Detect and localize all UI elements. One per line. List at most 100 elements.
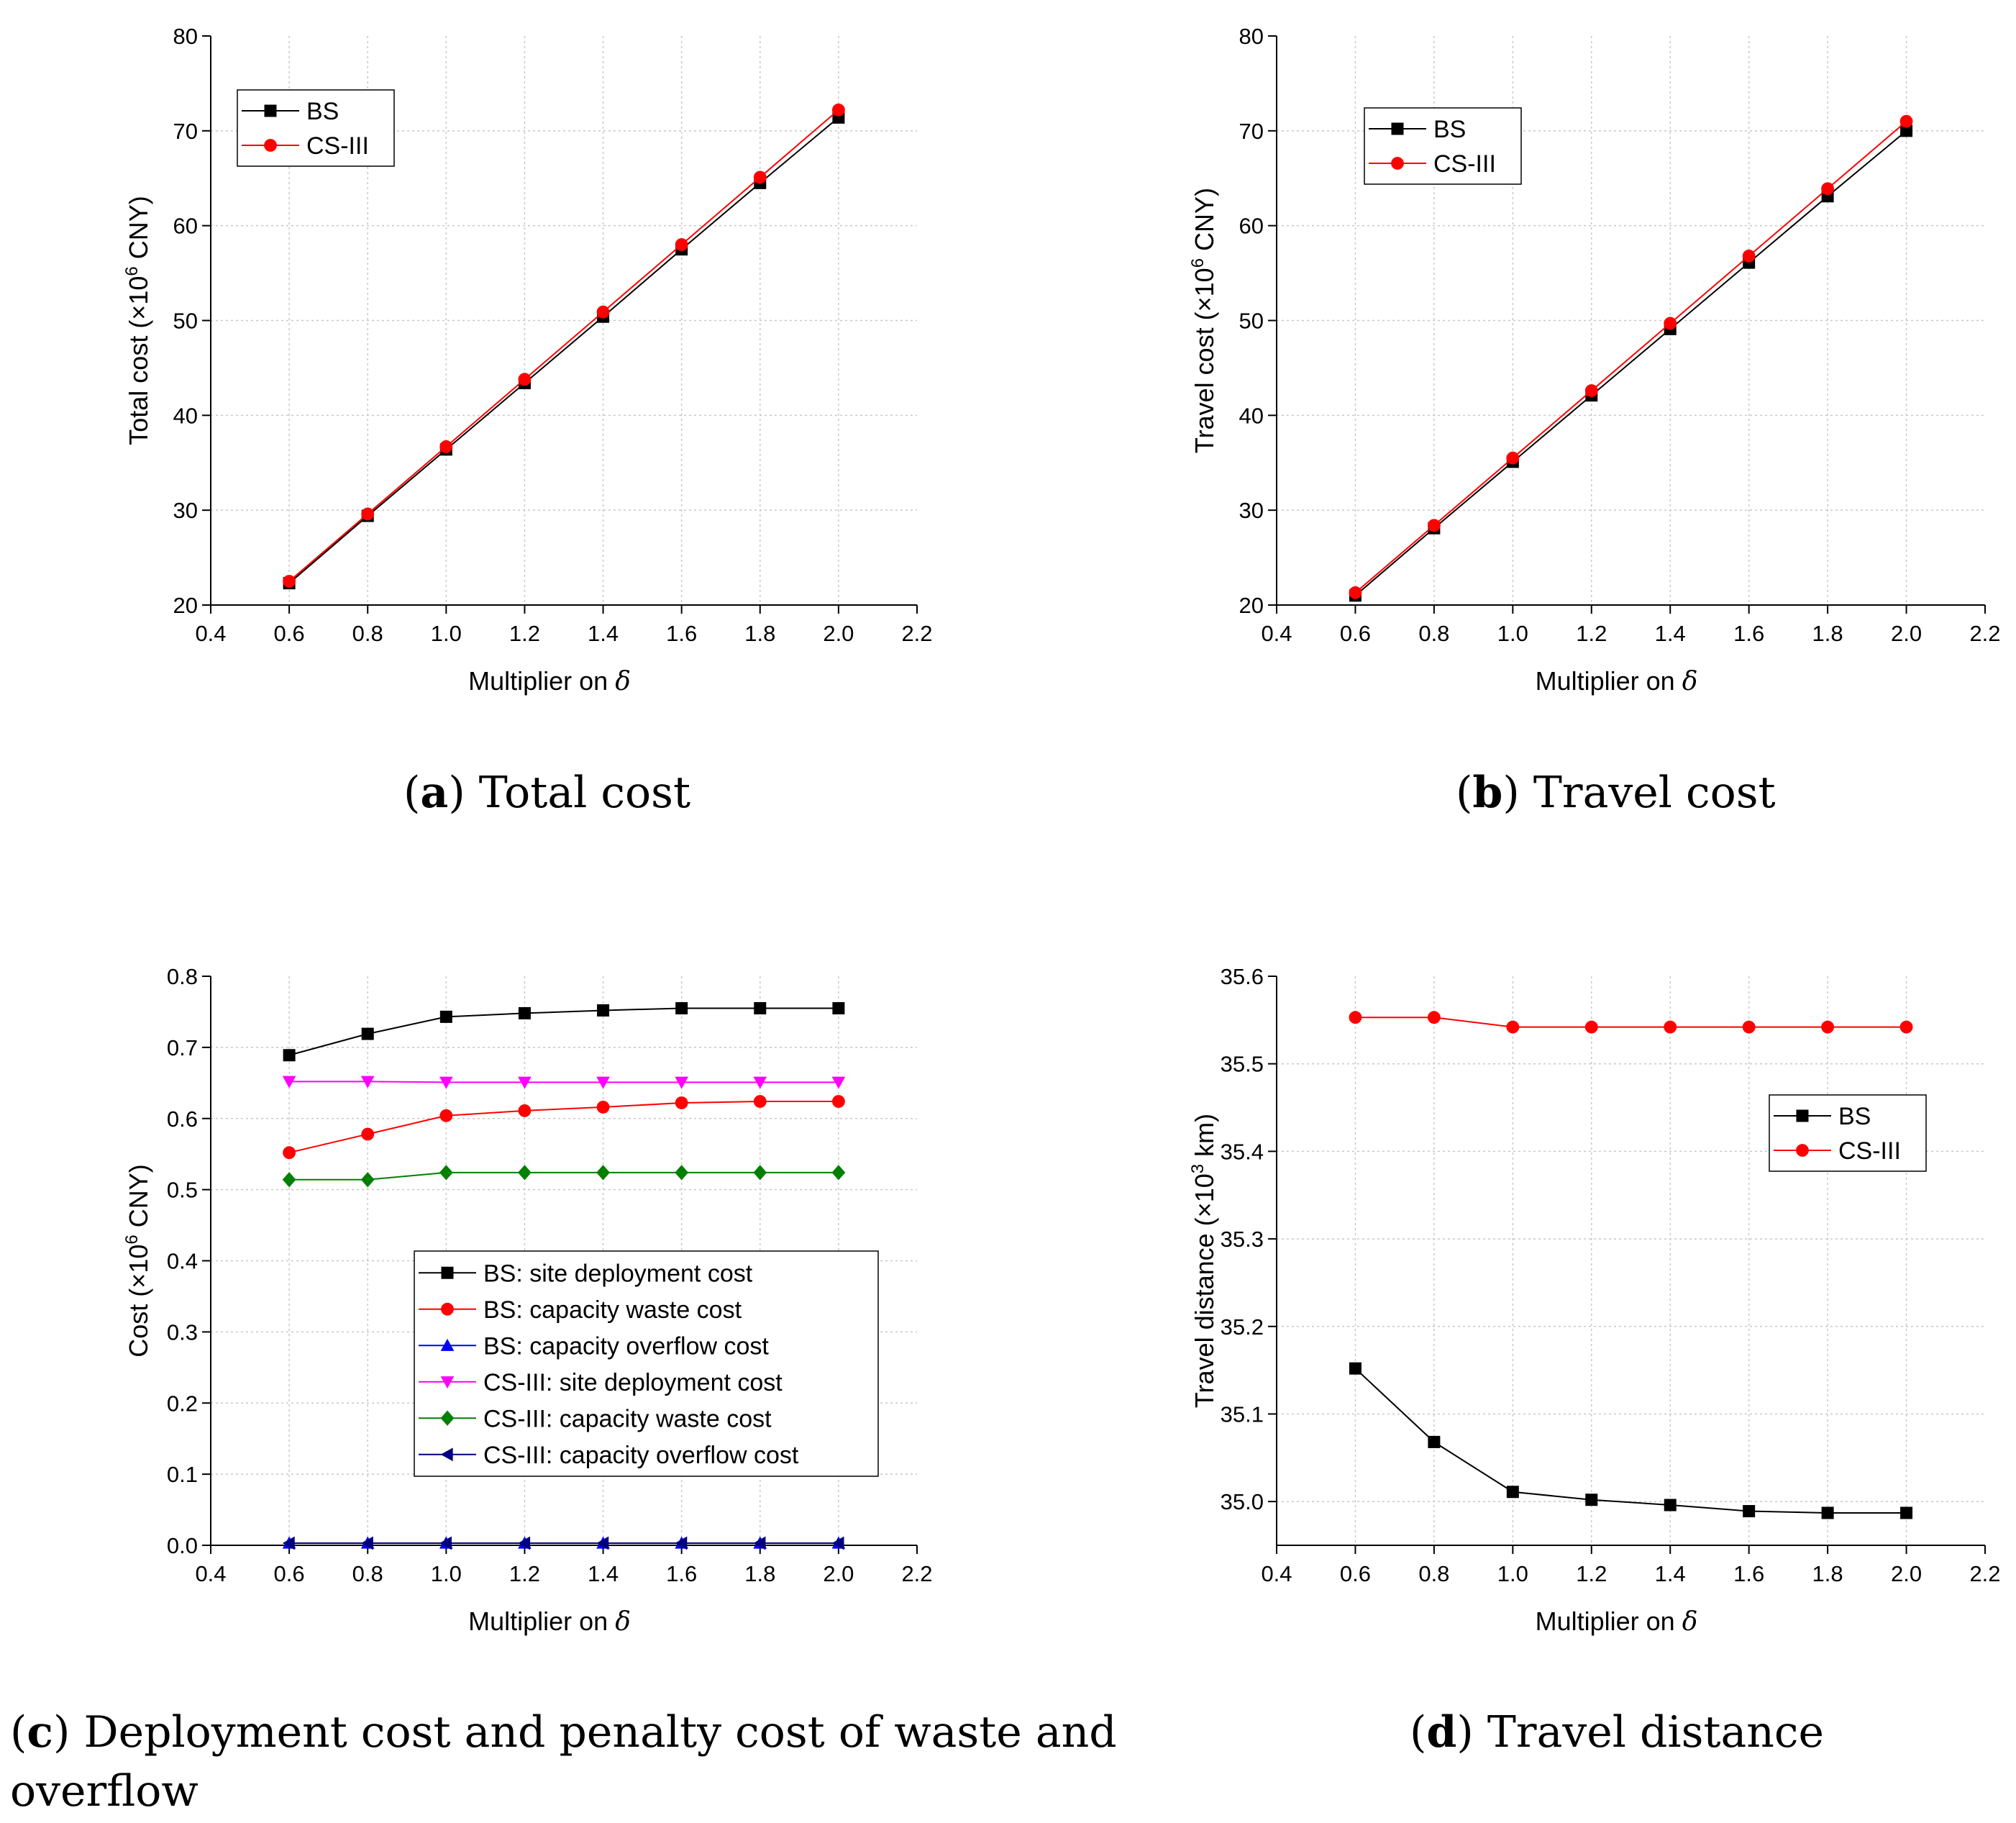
data-point: [360, 1536, 373, 1550]
caption-letter: c: [27, 1707, 53, 1758]
figure-caption-c-line2: overflow: [10, 1766, 199, 1817]
data-point: [753, 171, 767, 184]
y-axis-title-exponent: 6: [1188, 258, 1208, 268]
data-point: [282, 1172, 296, 1188]
data-point: [1585, 1494, 1598, 1506]
data-point: [1427, 1011, 1441, 1024]
data-point: [1584, 384, 1598, 397]
x-tick-label: 1.0: [1497, 621, 1528, 646]
data-point: [596, 1536, 609, 1550]
legend-label: BS: [1838, 1103, 1871, 1130]
x-tick-label: 2.0: [823, 1561, 854, 1586]
x-tick-label: 1.0: [431, 621, 462, 646]
caption-paren-close: ): [1456, 1707, 1473, 1758]
legend-label: CS-III: capacity waste cost: [483, 1405, 772, 1432]
data-point: [597, 1004, 610, 1017]
x-tick-label: 1.2: [509, 1561, 540, 1586]
data-point: [675, 1001, 688, 1014]
legend-label: CS-III: [306, 132, 369, 160]
x-tick-label: 0.6: [1340, 621, 1371, 646]
y-axis-title-exponent: 6: [122, 1235, 142, 1244]
delta-symbol: δ: [615, 1607, 631, 1637]
legend-marker: [1391, 122, 1404, 135]
y-tick-label: 0.8: [167, 964, 198, 989]
y-tick-label: 0.6: [167, 1106, 198, 1132]
data-point: [1821, 182, 1835, 196]
data-point: [1584, 1020, 1598, 1034]
data-point: [518, 1076, 532, 1089]
legend-label: BS: [1433, 116, 1466, 143]
data-point: [518, 1165, 532, 1181]
series-line-1: [288, 1007, 839, 1056]
x-tick-label: 0.4: [1261, 1561, 1292, 1586]
data-point: [1506, 1486, 1519, 1499]
y-tick-label: 0.5: [167, 1178, 198, 1203]
data-point: [439, 1536, 452, 1550]
y-tick-label: 0.7: [167, 1035, 198, 1060]
x-tick-label: 1.6: [666, 621, 697, 646]
y-axis-title-unit: km): [1190, 1114, 1219, 1164]
caption-paren-open: (: [1410, 1707, 1426, 1758]
y-tick-label: 35.4: [1221, 1139, 1264, 1164]
legend-marker: [264, 139, 277, 152]
x-tick-label: 1.8: [1812, 1561, 1843, 1586]
data-point: [1899, 114, 1913, 128]
y-axis-title: Cost (×106 CNY): [122, 1164, 153, 1357]
figure-caption-b: (b) Travel cost: [1456, 768, 1776, 818]
legend-marker: [1796, 1144, 1809, 1157]
series-line-1: [288, 117, 839, 584]
y-axis-title: Travel distance (×103 km): [1188, 1114, 1219, 1408]
y-axis-title-main: Travel cost (×10: [1190, 268, 1219, 453]
x-tick-label: 0.6: [274, 621, 305, 646]
x-tick-label: 1.6: [1733, 621, 1764, 646]
legend-marker: [440, 1410, 455, 1426]
x-tick-label: 2.0: [823, 621, 854, 646]
delta-symbol: δ: [1682, 1607, 1698, 1637]
y-axis-title-exponent: 3: [1188, 1164, 1208, 1173]
data-point: [283, 1049, 296, 1062]
y-axis-title-main: Travel distance (×10: [1190, 1173, 1219, 1408]
legend-label: CS-III: capacity overflow cost: [483, 1442, 799, 1469]
chart-panel-4: 0.4 0.6 0.8 1.0 1.2 1.4 1.6 1.8 2.0 2.2 35.0 35.1 35…: [1188, 964, 2001, 1637]
x-tick-label: 1.8: [1812, 621, 1843, 646]
data-point: [1427, 519, 1441, 532]
legend-marker: [440, 1338, 455, 1351]
x-tick-label: 0.4: [1261, 621, 1292, 646]
figure-caption-d: (d) Travel distance: [1410, 1707, 1824, 1758]
caption-text: Travel distance: [1474, 1707, 1824, 1758]
y-tick-label: 60: [173, 214, 198, 239]
data-point: [1821, 1506, 1834, 1519]
data-point: [753, 1076, 767, 1089]
data-point: [518, 373, 532, 386]
data-point: [1349, 1362, 1362, 1375]
data-point: [439, 1010, 452, 1023]
y-tick-label: 35.2: [1221, 1314, 1264, 1340]
series-line-2: [1354, 120, 1907, 594]
legend-box: [1364, 107, 1522, 185]
data-point: [1664, 1020, 1677, 1034]
legend-box: [414, 1250, 879, 1477]
y-tick-label: 30: [173, 498, 198, 523]
data-point: [832, 1001, 845, 1014]
y-tick-label: 60: [1239, 214, 1264, 239]
caption-letter: a: [420, 768, 448, 818]
x-tick-label: 2.2: [901, 1561, 932, 1586]
data-point: [1742, 1020, 1756, 1034]
legend-label: CS-III: [1433, 150, 1496, 178]
legend-marker: [1796, 1109, 1809, 1122]
data-point: [753, 1165, 767, 1181]
data-point: [596, 305, 610, 319]
x-tick-label: 1.2: [509, 621, 540, 646]
x-tick-label: 1.6: [666, 1561, 697, 1586]
data-point: [831, 1536, 844, 1550]
data-point: [1821, 1020, 1835, 1034]
legend-marker: [440, 1447, 453, 1462]
x-tick-label: 1.4: [588, 621, 619, 646]
y-tick-label: 0.0: [167, 1533, 198, 1558]
x-axis-title: Multiplier on δ: [1536, 1606, 1698, 1637]
data-point: [439, 1076, 453, 1089]
y-tick-label: 20: [1239, 593, 1264, 618]
data-point: [1349, 586, 1362, 599]
x-tick-label: 1.0: [431, 1561, 462, 1586]
